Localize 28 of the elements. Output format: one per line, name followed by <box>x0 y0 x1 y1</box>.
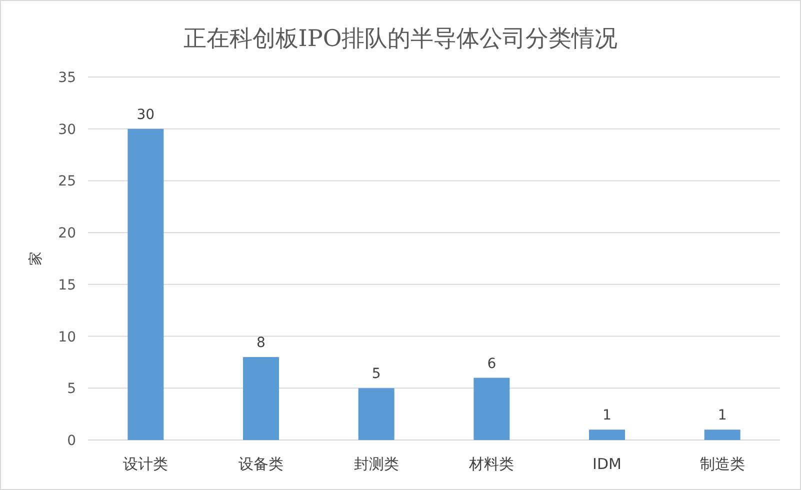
y-tick-label: 35 <box>58 70 76 86</box>
x-tick-label: 设备类 <box>238 455 284 473</box>
data-label: 30 <box>136 106 155 123</box>
y-tick-label: 25 <box>58 174 76 190</box>
bar <box>128 128 164 440</box>
x-tick-label: 制造类 <box>700 455 745 473</box>
y-tick-label: 0 <box>67 433 76 449</box>
data-label: 1 <box>718 408 727 424</box>
x-tick-label: IDM <box>592 455 622 473</box>
y-tick-label: 20 <box>58 226 76 242</box>
bar <box>358 388 394 440</box>
bar <box>704 430 740 440</box>
bar <box>474 378 510 440</box>
y-axis-title: 家 <box>28 252 44 266</box>
x-tick-label: 材料类 <box>468 455 514 473</box>
data-label: 6 <box>487 356 496 372</box>
x-tick-label: 设计类 <box>123 455 168 473</box>
data-label: 5 <box>372 366 381 382</box>
y-tick-label: 5 <box>67 381 76 398</box>
data-label: 1 <box>602 408 612 424</box>
data-label: 8 <box>256 335 266 352</box>
bar <box>589 430 625 440</box>
y-tick-label: 30 <box>58 122 76 138</box>
x-tick-label: 封测类 <box>354 455 399 473</box>
y-tick-label: 10 <box>58 329 76 346</box>
y-tick-label: 15 <box>58 277 76 294</box>
chart-title: 正在科创板IPO排队的半导体公司分类情况 <box>183 26 618 52</box>
bar <box>243 357 279 440</box>
